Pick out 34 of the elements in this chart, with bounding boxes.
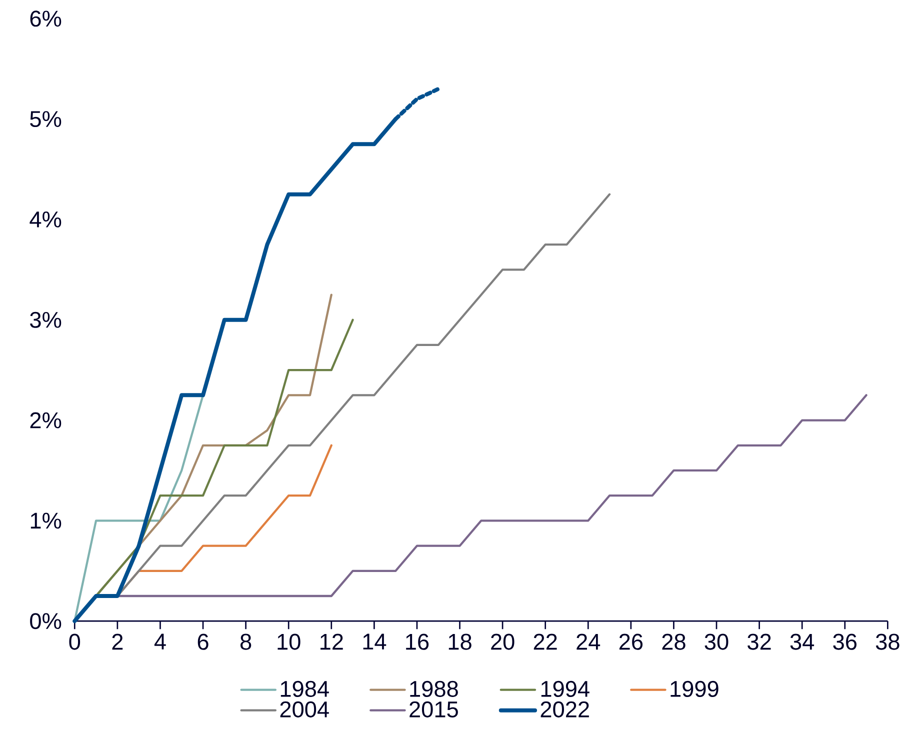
x-tick-label: 36: [833, 634, 856, 650]
y-tick-label: 5%: [30, 111, 62, 128]
x-tick-label: 12: [320, 634, 343, 650]
legend-label: 1994: [541, 681, 590, 698]
x-tick-label: 18: [448, 634, 472, 650]
x-tick-label: 30: [704, 634, 728, 650]
legend-label: 1988: [410, 681, 458, 698]
y-tick-label: 6%: [30, 10, 62, 27]
x-tick-label: 24: [576, 634, 600, 650]
x-tick-label: 2: [112, 634, 123, 650]
x-tick-label: 22: [534, 634, 557, 650]
x-tick-label: 4: [154, 634, 166, 650]
x-tick-label: 10: [278, 634, 300, 650]
x-tick-label: 38: [876, 634, 900, 650]
x-tick-label: 32: [748, 634, 771, 650]
x-tick-label: 14: [363, 634, 386, 650]
y-tick-label: 1%: [30, 512, 62, 529]
y-tick-label: 3%: [30, 312, 62, 328]
x-tick-label: 6: [198, 634, 208, 650]
x-tick-label: 8: [240, 634, 252, 650]
y-tick-label: 2%: [30, 412, 62, 428]
x-tick-label: 26: [619, 634, 643, 650]
x-tick-label: 0: [69, 634, 80, 650]
legend-label: 2004: [280, 702, 329, 718]
legend-label: 1984: [280, 681, 329, 698]
y-tick-label: 4%: [30, 212, 62, 228]
x-tick-label: 28: [662, 634, 686, 650]
x-tick-label: 34: [790, 634, 814, 650]
legend-label: 2015: [410, 702, 458, 718]
legend-label: 1999: [670, 681, 718, 698]
x-tick-label: 16: [406, 634, 429, 650]
y-tick-label: 0%: [30, 613, 62, 630]
legend-label: 2022: [540, 702, 589, 718]
x-tick-label: 20: [491, 634, 514, 650]
